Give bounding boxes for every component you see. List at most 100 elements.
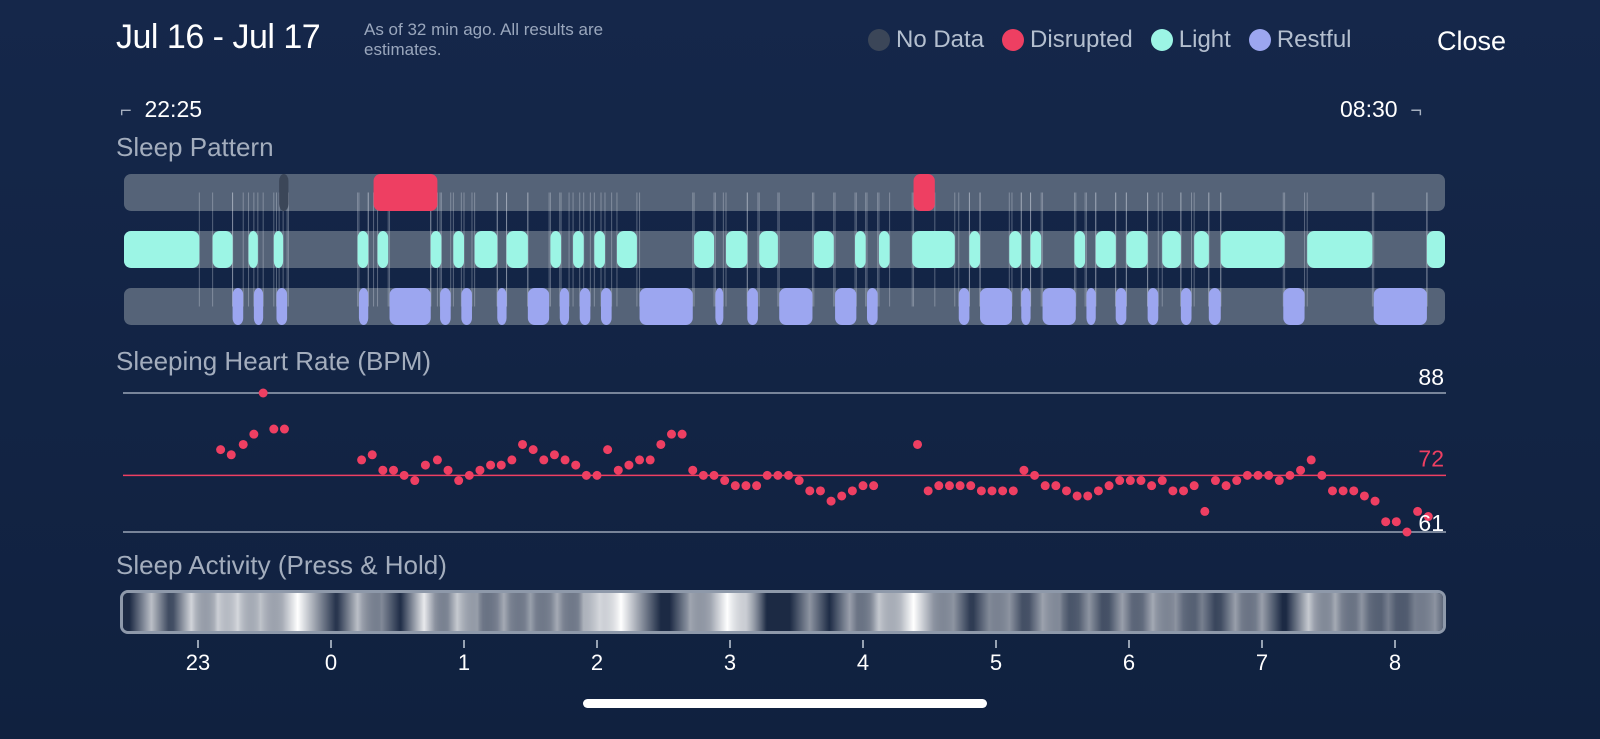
restful-segment xyxy=(639,288,693,325)
hr-point xyxy=(357,455,367,465)
hr-point xyxy=(528,445,538,455)
legend-label: Light xyxy=(1178,26,1231,53)
restful-segment xyxy=(276,288,288,325)
light-segment xyxy=(726,231,748,268)
hour-tick-label: 4 xyxy=(857,650,869,675)
disrupted-segment xyxy=(913,174,935,211)
hour-tick-label: 23 xyxy=(186,650,210,675)
sleep-pattern-title: Sleep Pattern xyxy=(116,132,274,162)
restful-segment xyxy=(579,288,591,325)
hr-point xyxy=(934,481,944,491)
light-segment xyxy=(1126,231,1148,268)
nodata-segment xyxy=(279,174,289,211)
hr-point xyxy=(249,429,259,439)
hour-tick-label: 2 xyxy=(591,650,603,675)
light-segment xyxy=(759,231,778,268)
hr-point xyxy=(592,470,602,480)
hr-point xyxy=(1423,512,1433,522)
restful-segment xyxy=(253,288,264,325)
activity-band xyxy=(129,593,174,631)
hr-point xyxy=(720,476,730,486)
restful-segment xyxy=(1042,288,1076,325)
hour-tick-label: 5 xyxy=(990,650,1002,675)
restful-segment xyxy=(958,288,970,325)
hr-point xyxy=(869,481,879,491)
hr-point xyxy=(1242,470,1252,480)
light-segment xyxy=(550,231,562,268)
hr-point xyxy=(1232,476,1242,486)
hr-point xyxy=(238,439,248,449)
legend-label: Restful xyxy=(1276,26,1352,53)
hr-point xyxy=(815,486,825,496)
hr-point xyxy=(1104,481,1114,491)
light-segment xyxy=(1074,231,1086,268)
sleep-pattern-chart[interactable] xyxy=(0,170,1600,330)
hr-point xyxy=(1306,455,1316,465)
legend-light: Light xyxy=(1150,26,1231,54)
restful-segment xyxy=(232,288,244,325)
activity-band xyxy=(362,593,402,631)
hr-point xyxy=(1030,470,1040,480)
light-segment xyxy=(248,231,258,268)
activity-band xyxy=(933,593,974,631)
activity-heatmap[interactable] xyxy=(123,593,1443,631)
hr-point xyxy=(913,439,923,449)
hr-point xyxy=(1381,517,1391,527)
hr-point xyxy=(1040,481,1050,491)
hr-point xyxy=(1157,476,1167,486)
hr-point xyxy=(784,470,794,480)
hr-point xyxy=(443,465,453,475)
hr-point xyxy=(269,424,279,434)
close-button[interactable]: Close xyxy=(1436,26,1506,56)
light-segment xyxy=(813,231,834,268)
hr-point xyxy=(1115,476,1125,486)
light-segment xyxy=(616,231,637,268)
hour-tick-label: 1 xyxy=(458,650,470,675)
date-range-title: Jul 16 - Jul 17 xyxy=(116,18,321,56)
hr-point xyxy=(1296,465,1306,475)
max-hr-label: 88 xyxy=(1418,364,1444,390)
legend-restful: Restful xyxy=(1248,26,1352,54)
activity-band xyxy=(1414,593,1443,631)
hr-point xyxy=(752,481,762,491)
hr-point xyxy=(1391,517,1401,527)
end-time-label: 08:30 xyxy=(1340,96,1398,122)
restful-segment xyxy=(779,288,813,325)
hr-point xyxy=(966,481,976,491)
light-segment xyxy=(1194,231,1209,268)
hr-point xyxy=(496,460,506,470)
restful-segment xyxy=(600,288,612,325)
hr-point xyxy=(486,460,496,470)
hr-point xyxy=(837,491,847,501)
restful-segment xyxy=(358,288,369,325)
hr-point xyxy=(603,445,613,455)
hr-point xyxy=(656,439,666,449)
light-segment xyxy=(506,231,528,268)
light-segment xyxy=(124,231,200,268)
light-segment xyxy=(212,231,233,268)
restful-segment xyxy=(1283,288,1305,325)
start-time-label: 22:25 xyxy=(144,96,203,122)
legend-label: No Data xyxy=(896,26,985,53)
light-segment xyxy=(357,231,369,268)
disrupted-segment xyxy=(373,174,438,211)
home-indicator[interactable] xyxy=(583,699,987,708)
light-segment xyxy=(594,231,605,268)
avg-hr-label: 72 xyxy=(1418,445,1444,471)
restful-segment xyxy=(1115,288,1127,325)
hr-point xyxy=(1327,486,1337,496)
hr-point xyxy=(1285,470,1295,480)
restful-segment xyxy=(527,288,550,325)
hr-point xyxy=(1168,486,1178,496)
hr-point xyxy=(464,470,474,480)
hour-tick-label: 6 xyxy=(1123,650,1135,675)
hr-point xyxy=(1008,486,1018,496)
hr-point xyxy=(518,439,528,449)
hr-point xyxy=(378,465,388,475)
start-bracket-icon: ⌐ xyxy=(120,100,132,122)
hr-point xyxy=(279,424,289,434)
hr-point xyxy=(539,455,549,465)
disrupted-dot-icon xyxy=(1002,29,1025,51)
sleep-activity-strip[interactable] xyxy=(120,590,1446,634)
restful-segment xyxy=(715,288,724,325)
